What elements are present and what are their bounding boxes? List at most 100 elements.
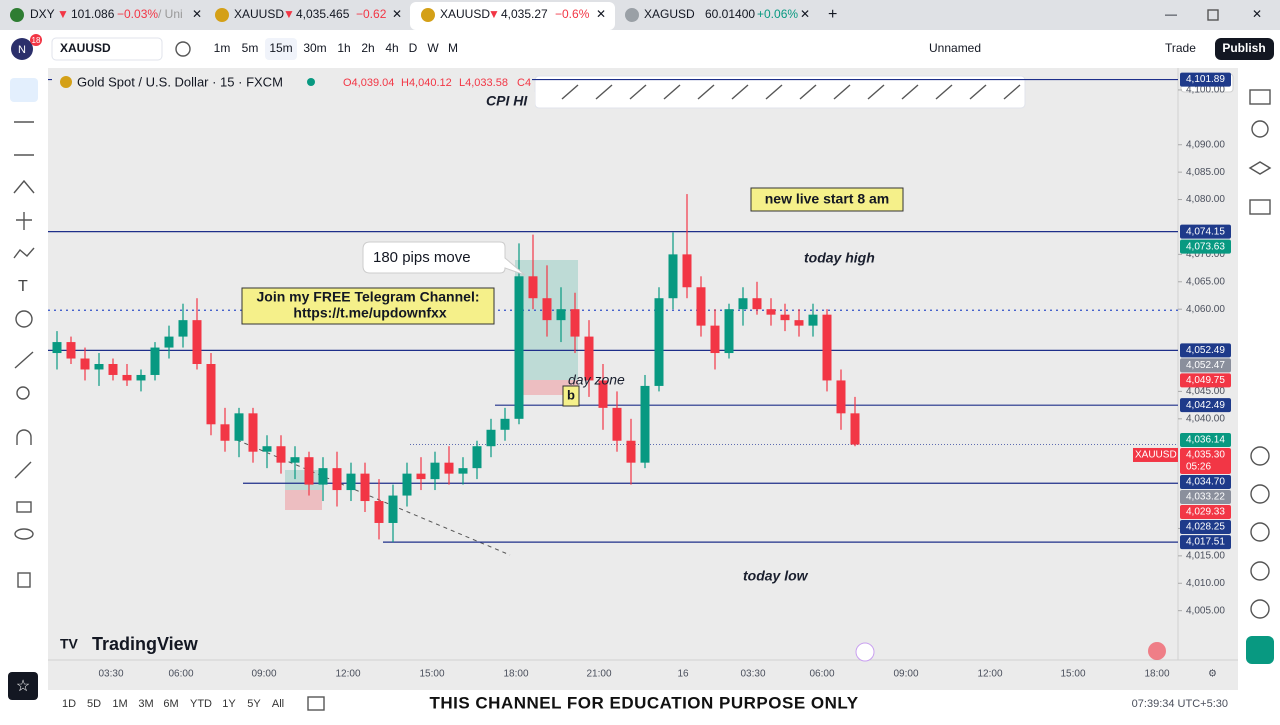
economic-event[interactable] — [1148, 642, 1166, 660]
window-minimize[interactable]: — — [1165, 7, 1177, 21]
tab-close[interactable]: ✕ — [392, 7, 402, 21]
tab-symbol[interactable]: XAUUSD — [440, 7, 490, 21]
drawing-tool[interactable] — [561, 84, 579, 100]
favorites[interactable] — [8, 672, 38, 700]
layers[interactable] — [1248, 161, 1272, 175]
range-button[interactable]: All — [272, 698, 284, 710]
range-button[interactable]: 5D — [87, 698, 101, 710]
calendar[interactable] — [1250, 522, 1270, 542]
tab-symbol[interactable]: XAUUSD — [234, 7, 284, 21]
active-tab[interactable] — [410, 2, 615, 30]
tool-pattern[interactable] — [13, 179, 35, 194]
interval[interactable]: W — [427, 41, 439, 55]
interval[interactable]: M — [448, 41, 458, 55]
tab-close[interactable]: ✕ — [800, 7, 810, 21]
interval[interactable]: 30m — [303, 41, 326, 55]
drawing-tool[interactable] — [697, 84, 715, 100]
drawing-tool[interactable] — [799, 84, 817, 100]
avatar[interactable] — [11, 38, 33, 60]
drawing-tool[interactable] — [663, 84, 681, 100]
alerts[interactable] — [1251, 120, 1269, 138]
range-button[interactable]: 1Y — [222, 698, 236, 710]
tool-zoom[interactable] — [16, 386, 30, 400]
legend-title[interactable]: Gold Spot / U.S. Dollar · 15 · FXCM — [77, 74, 283, 89]
layout-name[interactable]: Unnamed — [929, 41, 981, 55]
tool-projection[interactable] — [16, 212, 32, 230]
drawing-tool[interactable] — [901, 84, 919, 100]
brand[interactable]: TradingView — [92, 634, 199, 654]
date-range-button[interactable] — [307, 696, 325, 711]
interval[interactable]: 15m — [269, 41, 292, 55]
target[interactable] — [1250, 446, 1270, 466]
range-button[interactable]: 3M — [138, 698, 153, 710]
tab-symbol[interactable]: DXY — [30, 7, 55, 21]
timer[interactable] — [1250, 561, 1270, 581]
interval[interactable]: 1m — [214, 41, 231, 55]
new-tab[interactable]: + — [828, 6, 837, 23]
tool-icon[interactable] — [15, 310, 33, 328]
tool-magnet[interactable] — [16, 429, 32, 445]
interval[interactable]: 4h — [385, 41, 398, 55]
tool-ruler[interactable] — [14, 351, 34, 369]
tool-visibility[interactable] — [14, 528, 34, 540]
drawing-tool[interactable] — [833, 84, 851, 100]
publish-button[interactable] — [1215, 38, 1274, 60]
tool-draw-mode[interactable] — [14, 461, 32, 479]
callout[interactable] — [362, 241, 526, 276]
axis-settings[interactable]: ⚙ — [1208, 669, 1217, 680]
interval[interactable]: 2h — [361, 41, 374, 55]
drawing-tool[interactable] — [595, 84, 613, 100]
drawing-tool[interactable] — [935, 84, 953, 100]
window-close[interactable]: ✕ — [1252, 7, 1262, 21]
drawing-tool[interactable] — [867, 84, 885, 100]
symbol[interactable]: XAUUSD — [60, 41, 111, 55]
small-position-loss[interactable] — [285, 490, 322, 510]
window-maximize[interactable] — [1207, 9, 1219, 21]
watchlist[interactable] — [1249, 89, 1271, 105]
drawing-tool[interactable] — [731, 84, 749, 100]
interval[interactable]: D — [409, 41, 418, 55]
help[interactable] — [1250, 599, 1270, 619]
small-position-profit[interactable] — [285, 470, 322, 490]
interval[interactable]: 1h — [337, 41, 350, 55]
b-box[interactable] — [562, 385, 580, 407]
tool-cursor[interactable] — [10, 78, 38, 102]
drawing-tool[interactable] — [629, 84, 647, 100]
interval[interactable]: 5m — [242, 41, 259, 55]
telegram-box[interactable] — [241, 287, 495, 325]
range-button[interactable]: YTD — [190, 698, 212, 710]
range-button[interactable]: 6M — [163, 698, 178, 710]
tab-icon — [625, 8, 639, 22]
live-text[interactable]: new live start 8 am — [765, 191, 890, 207]
today-high-label[interactable]: today high — [804, 250, 875, 266]
compare-button[interactable] — [175, 41, 191, 57]
tool-lock[interactable] — [16, 501, 32, 513]
cpi-label[interactable]: CPI HI — [486, 93, 528, 109]
trade-button[interactable]: Trade — [1165, 41, 1196, 55]
callout-text[interactable]: 180 pips move — [373, 249, 471, 266]
event-icon[interactable] — [855, 642, 875, 662]
play[interactable] — [1250, 484, 1270, 504]
day-zone-label[interactable]: day zone — [568, 372, 625, 388]
live-box[interactable] — [750, 187, 904, 212]
tab-close[interactable]: ✕ — [192, 7, 202, 21]
drawing-tool[interactable] — [969, 84, 987, 100]
tool-text[interactable]: T — [18, 278, 28, 295]
telegram-line-1[interactable]: Join my FREE Telegram Channel: — [256, 289, 479, 305]
tool-brush[interactable] — [13, 247, 35, 259]
symbol-search[interactable] — [51, 37, 163, 61]
tab-close[interactable]: ✕ — [596, 7, 606, 21]
drawing-tool[interactable] — [765, 84, 783, 100]
range-button[interactable]: 1D — [62, 698, 76, 710]
tab-symbol[interactable]: XAGUSD — [644, 7, 695, 21]
apps[interactable] — [1246, 636, 1274, 664]
drawing-tool[interactable] — [1003, 84, 1021, 100]
long-position-loss[interactable] — [515, 380, 578, 395]
tool-delete[interactable] — [17, 572, 31, 588]
b-label[interactable]: b — [567, 387, 575, 402]
range-button[interactable]: 1M — [112, 698, 127, 710]
chat[interactable] — [1249, 199, 1271, 215]
today-low-label[interactable]: today low — [743, 568, 809, 584]
range-button[interactable]: 5Y — [247, 698, 261, 710]
telegram-line-2[interactable]: https://t.me/updownfxx — [293, 305, 446, 321]
